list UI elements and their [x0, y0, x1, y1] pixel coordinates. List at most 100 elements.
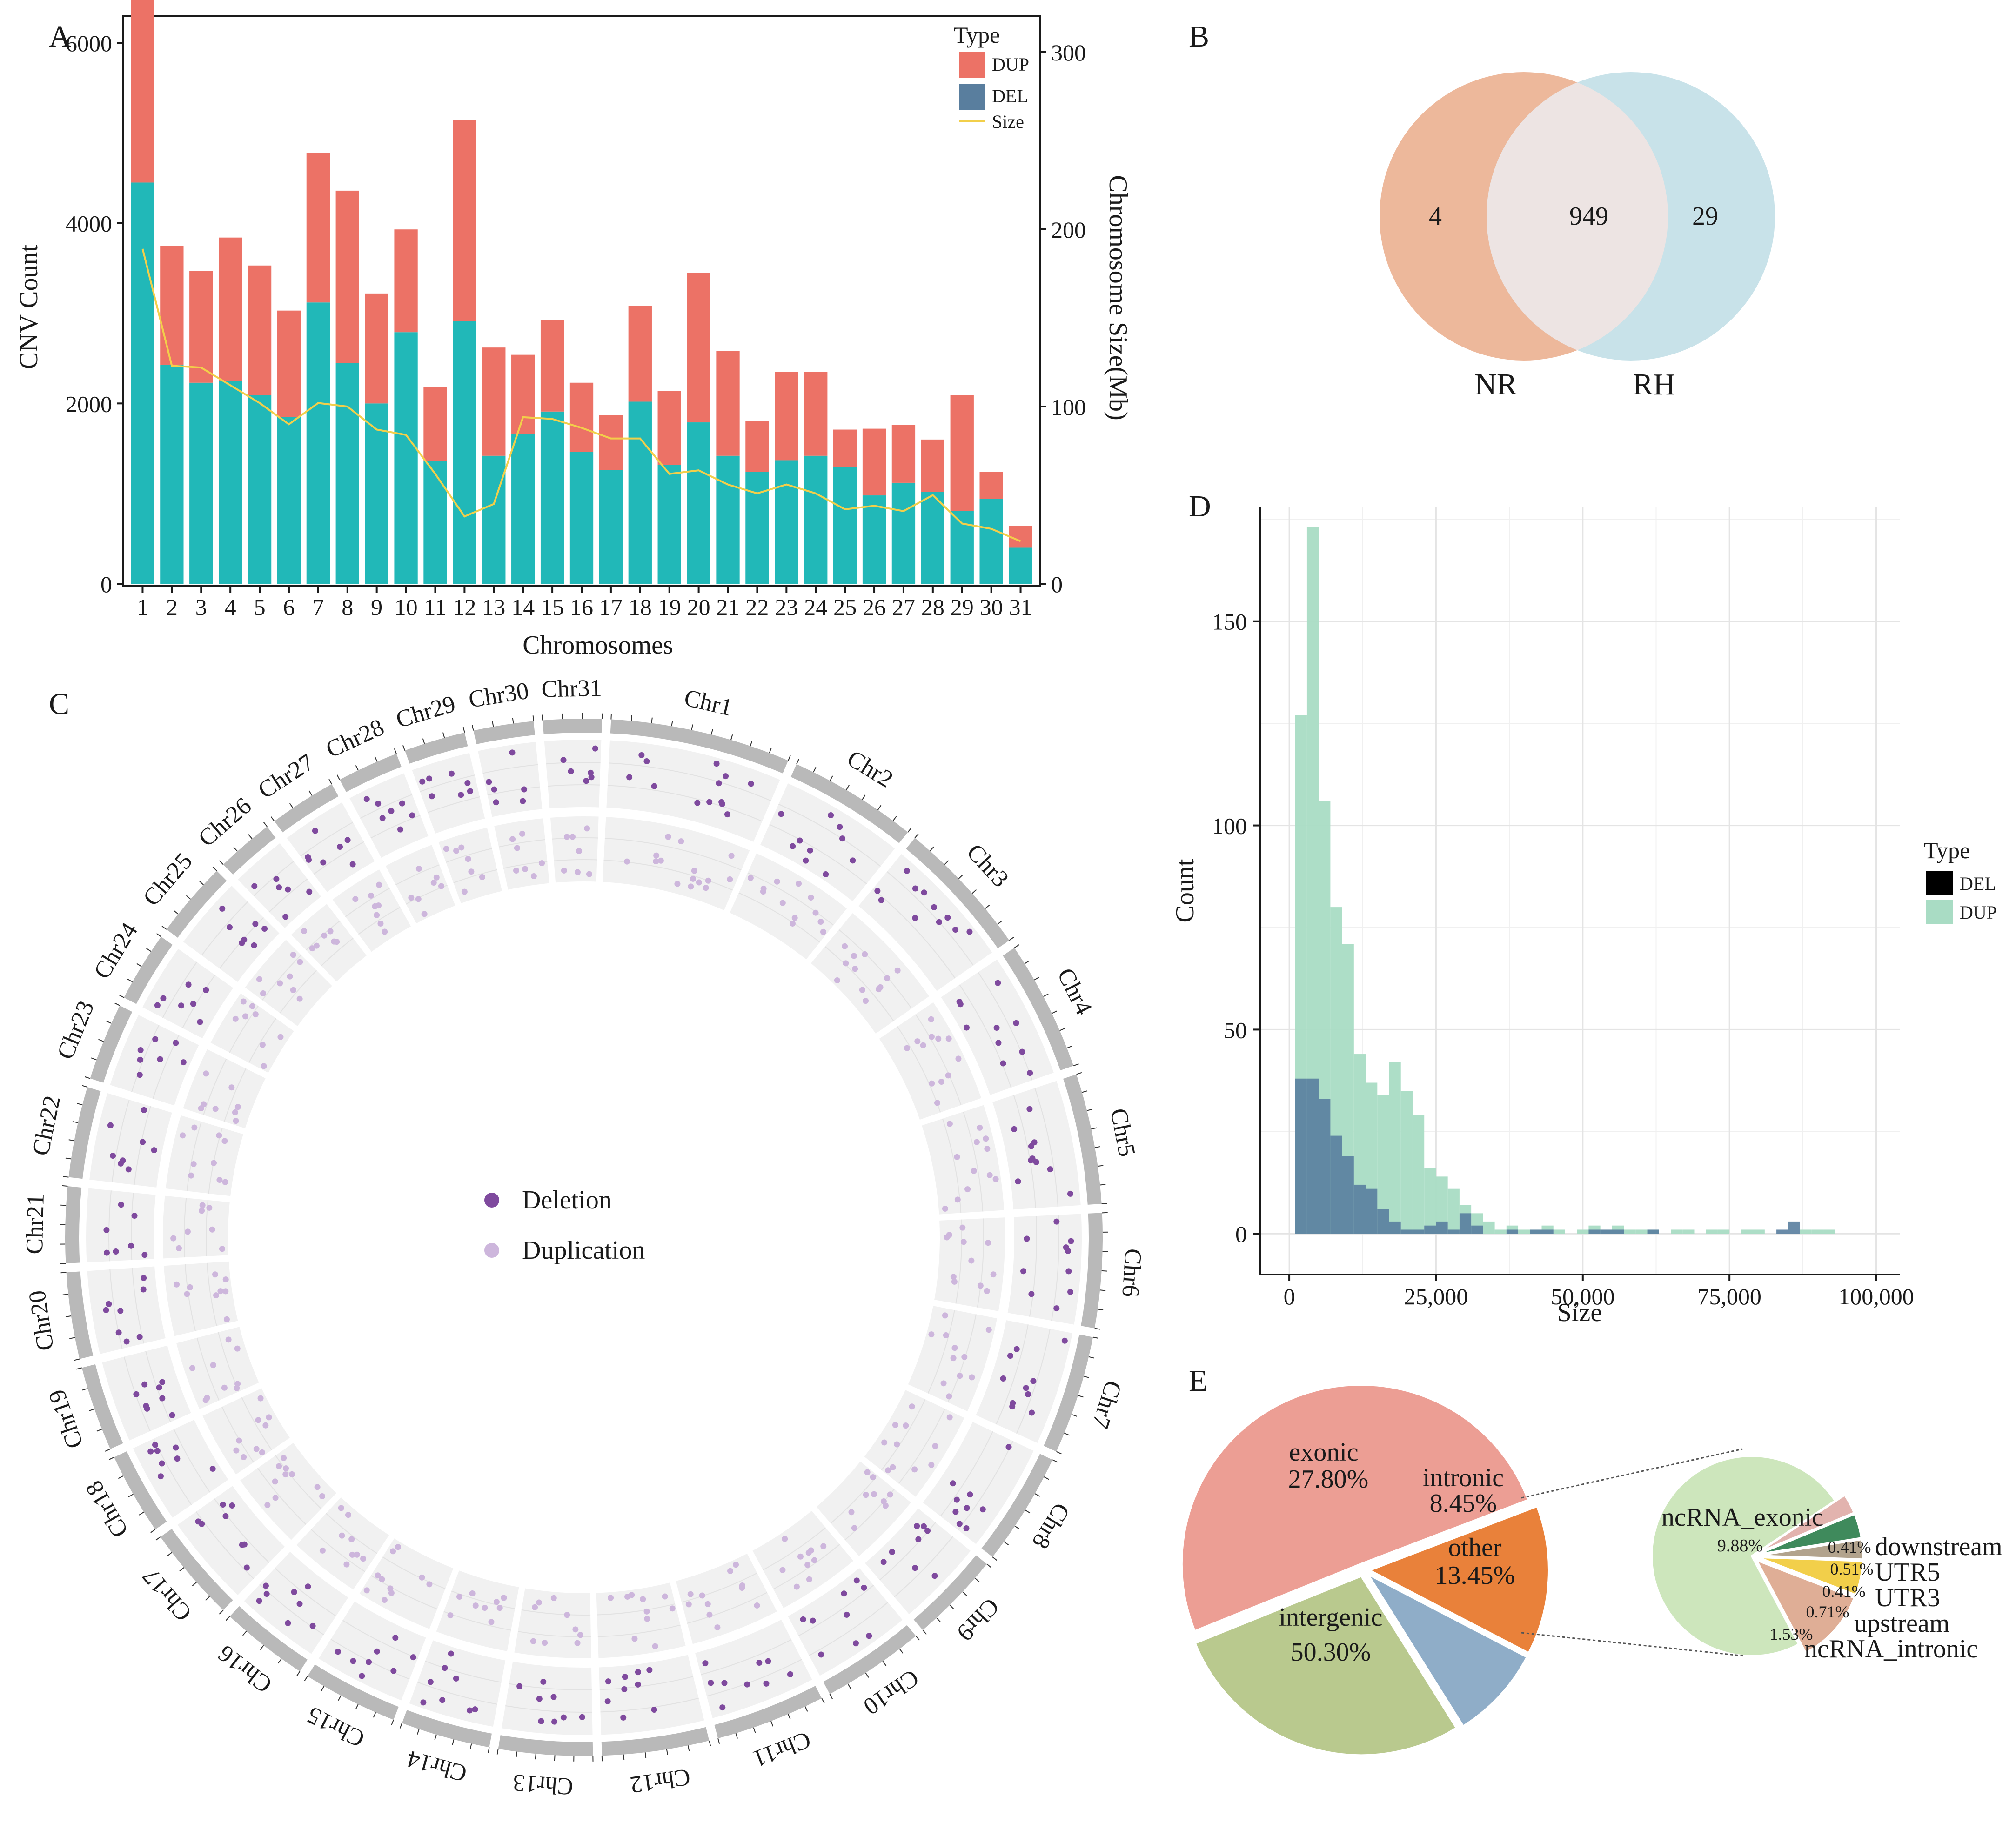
duplication-point [514, 845, 520, 851]
deletion-track-Chr1 [606, 740, 780, 842]
ideogram-band-Chr16 [229, 1606, 308, 1671]
x-tick-label-16: 16 [570, 594, 593, 620]
x-tick-label-24: 24 [804, 594, 827, 620]
deletion-point [1023, 1385, 1029, 1391]
ideogram-tick [1086, 1108, 1093, 1111]
ideogram-tick [1064, 1433, 1070, 1436]
ideogram-tick [770, 1721, 774, 1727]
bar-del-6 [277, 417, 301, 584]
ideogram-tick [402, 745, 406, 751]
duplication-point [884, 975, 891, 981]
duplication-point [871, 1491, 877, 1497]
hist-bar-dup [1494, 1229, 1507, 1234]
duplication-point [929, 1080, 935, 1087]
duplication-point [223, 1316, 230, 1322]
track-gridline [358, 907, 401, 935]
track-gridline [229, 1005, 259, 1053]
duplication-point [843, 960, 849, 967]
deletion-point [694, 800, 701, 806]
chromosome-label-Chr11: Chr11 [749, 1726, 814, 1772]
ideogram-tick [114, 1002, 120, 1006]
deletion-point [429, 793, 435, 800]
ideogram-tick [328, 779, 332, 785]
hist-bar-del [1306, 1078, 1319, 1234]
deletion-point [956, 1521, 963, 1527]
ideogram-tick [971, 889, 977, 894]
ideogram-tick [270, 816, 275, 821]
hist-bar-del [1600, 1229, 1612, 1234]
track-gridline [108, 1190, 112, 1262]
deletion-point [106, 1301, 112, 1307]
track-gridline [131, 1192, 134, 1260]
duplication-point [170, 1235, 177, 1242]
track-gridline [321, 938, 354, 967]
deletion-track-Chr10 [788, 1568, 903, 1676]
ideogram-tick [186, 895, 191, 900]
duplication-point [513, 868, 519, 874]
duplication-point [704, 1601, 711, 1607]
track-gridline [894, 1536, 953, 1597]
ideogram-tick [399, 1723, 402, 1729]
duplication-point [465, 856, 471, 862]
duplication-point [859, 987, 865, 993]
deletion-point [256, 1598, 262, 1604]
duplication-point [820, 1543, 827, 1549]
x-tick-label-21: 21 [717, 594, 740, 620]
ideogram-tick [108, 1456, 114, 1460]
deletion-point [305, 856, 312, 863]
duplication-point [209, 1226, 215, 1233]
ideogram-tick [65, 1157, 71, 1160]
duplication-point [984, 1288, 990, 1294]
duplication-point [706, 1611, 713, 1618]
deletion-point [337, 843, 343, 850]
duplication-track-Chr16 [296, 1497, 389, 1590]
bar-dup-19 [657, 391, 681, 465]
hist-bar-dup [1706, 1229, 1718, 1234]
ideogram-tick [730, 734, 733, 740]
panel-d-letter: D [1189, 489, 1211, 523]
deletion-point [560, 757, 567, 763]
deletion-point [748, 781, 754, 787]
deletion-point [583, 778, 589, 784]
duplication-point [870, 1474, 876, 1481]
bar-dup-17 [599, 415, 623, 470]
ideogram-tick [72, 1121, 78, 1123]
left-y-axis: 0 2000 4000 6000 [66, 30, 123, 597]
deletion-point [880, 1559, 887, 1565]
x-tick-label-100,000: 100,000 [1838, 1283, 1914, 1309]
deletion-point [797, 837, 803, 844]
track-gridline [597, 1603, 676, 1616]
duplication-point [290, 987, 296, 993]
x-tick-label-7: 7 [312, 594, 324, 620]
histogram-grid [1260, 507, 1900, 1275]
ideogram-tick [462, 727, 465, 733]
ideogram-tick [915, 1636, 920, 1641]
duplication-point [928, 1331, 935, 1338]
duplication-point [747, 875, 754, 881]
x-axis: 1 2 3 4 5 6 7 8 9 10 11 12 13 14 15 16 17 18 19 20 21 22 23 24 2… [137, 586, 1032, 620]
chromosome-Chr22: Chr22 [27, 1085, 243, 1196]
deletion-point [103, 1307, 109, 1313]
chromosome-label-Chr3: Chr3 [961, 839, 1013, 892]
ideogram-tick [469, 1743, 472, 1749]
deletion-point [995, 1040, 1002, 1046]
deletion-point [115, 1329, 122, 1336]
legend-label-size: Size [992, 111, 1024, 132]
duplication-point [662, 1593, 668, 1600]
bar-dup-22 [745, 421, 769, 472]
duplication-point [421, 911, 428, 917]
deletion-point [551, 1718, 558, 1725]
hist-bar-del [1330, 1135, 1342, 1234]
ideogram-band-Chr11 [714, 1686, 822, 1739]
bar-dup-15 [540, 320, 564, 412]
duplication-point [296, 995, 303, 1002]
x-tick-label-17: 17 [599, 594, 623, 620]
panel-c-letter: C [49, 687, 69, 721]
deletion-point [803, 857, 809, 864]
panel-e-letter: E [1189, 1364, 1207, 1398]
deletion-track-Chr29 [412, 753, 485, 834]
duplication-point [983, 1135, 989, 1142]
ideogram-tick [139, 1511, 144, 1516]
duplication-point [942, 1312, 948, 1319]
size-line [141, 248, 1021, 542]
